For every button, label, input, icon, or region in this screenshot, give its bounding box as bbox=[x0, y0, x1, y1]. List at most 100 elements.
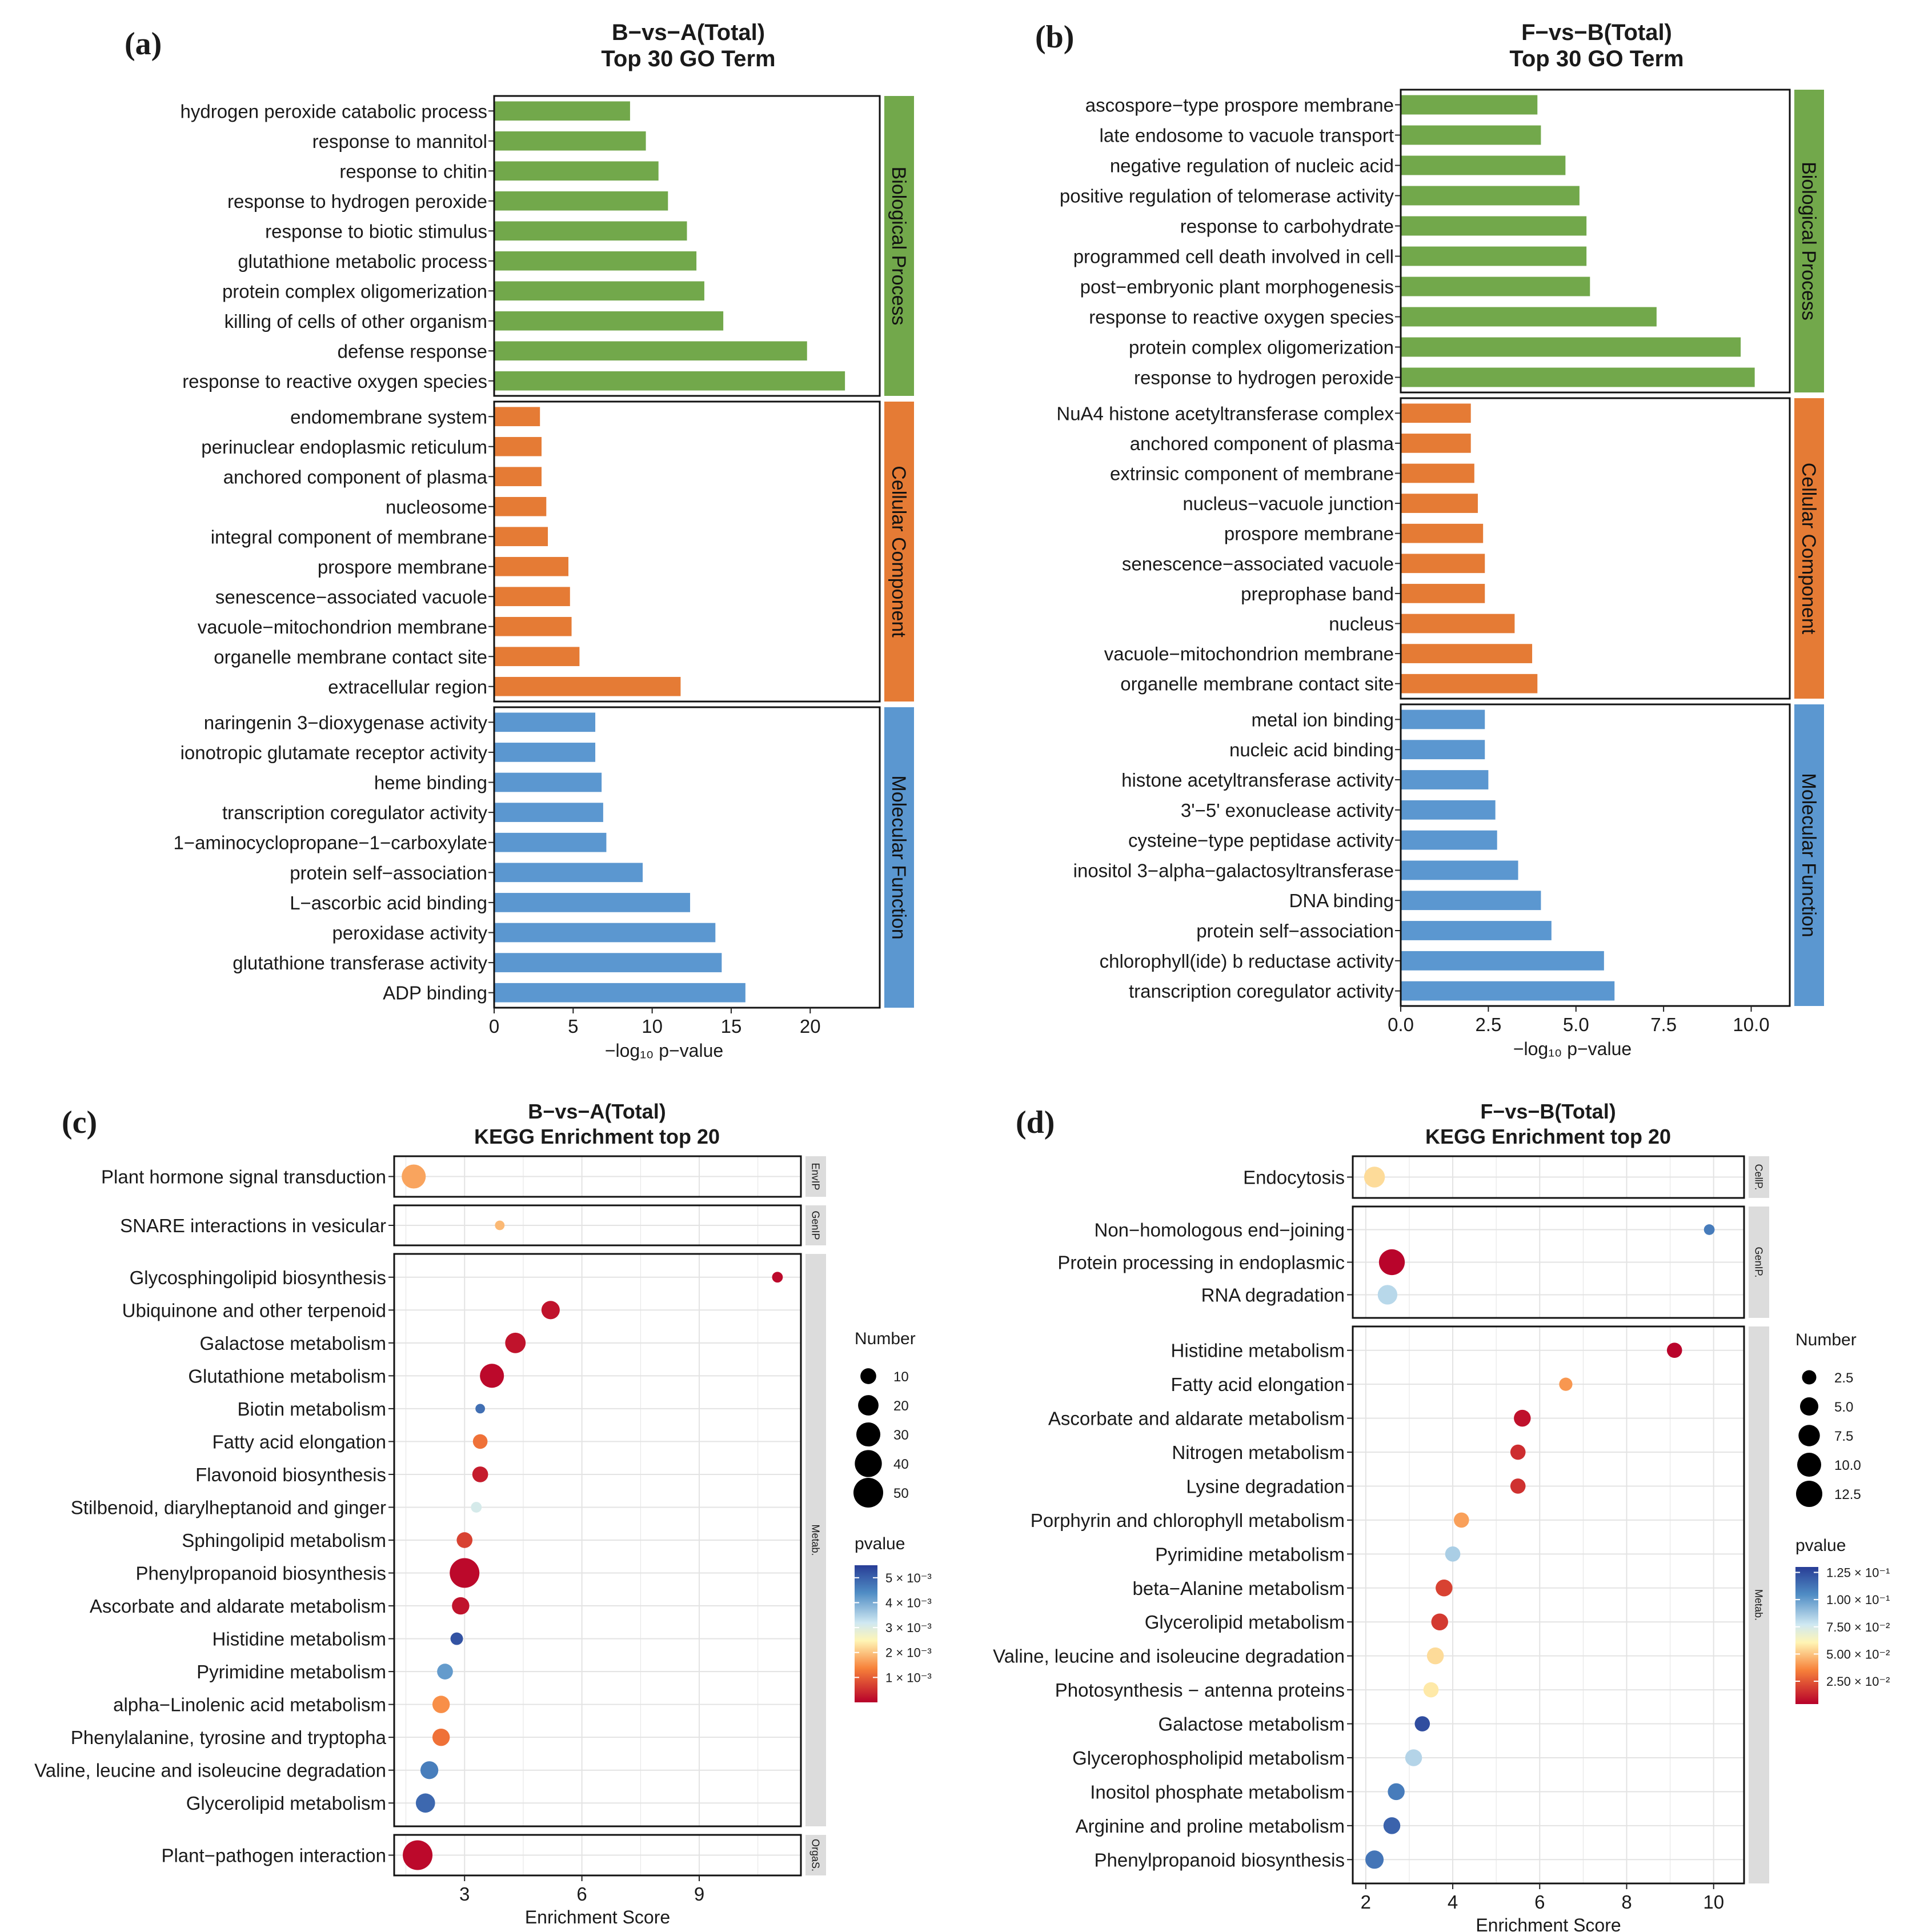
term-label: glutathione transferase activity bbox=[233, 952, 487, 973]
term-label: RNA degradation bbox=[1201, 1285, 1345, 1306]
term-label: Fatty acid elongation bbox=[1171, 1374, 1345, 1395]
panel-background bbox=[1353, 1326, 1744, 1883]
chart-subtitle: Top 30 GO Term bbox=[1509, 46, 1684, 71]
x-tick-label: 5 bbox=[568, 1016, 578, 1037]
group-molecular-function: metal ion binding nucleic acid binding his… bbox=[1073, 703, 1824, 1007]
term-label: nucleic acid binding bbox=[1229, 739, 1394, 760]
term-label: Valine, leucine and isoleucine degradati… bbox=[993, 1646, 1345, 1667]
point-glycerophospholipid-metabolism bbox=[1405, 1749, 1422, 1766]
x-axis-label: Enrichment Score bbox=[1476, 1915, 1621, 1932]
term-label: Ascorbate and aldarate metabolism bbox=[1048, 1408, 1345, 1429]
bar-response-to-reactive-oxygen-species bbox=[494, 371, 845, 391]
term-label: ADP binding bbox=[383, 983, 487, 1004]
term-label: Phenylalanine, tyrosine and tryptopha bbox=[71, 1727, 387, 1748]
term-label: 3'−5' exonuclease activity bbox=[1181, 800, 1394, 821]
point-glycerolipid-metabolism bbox=[415, 1793, 435, 1813]
term-label: response to reactive oxygen species bbox=[1089, 307, 1394, 328]
size-legend-key bbox=[860, 1368, 876, 1384]
term-label: protein complex oligomerization bbox=[1129, 337, 1394, 358]
term-label: Sphingolipid metabolism bbox=[182, 1530, 386, 1551]
size-legend-key bbox=[858, 1395, 879, 1416]
term-label: prospore membrane bbox=[318, 556, 487, 578]
size-legend-label: 5.0 bbox=[1834, 1400, 1853, 1415]
color-legend-label: 1.00 × 10⁻¹ bbox=[1826, 1593, 1890, 1607]
term-label: Glycerolipid metabolism bbox=[186, 1793, 386, 1814]
facet-strip bbox=[1794, 90, 1824, 392]
point-valine-leucine-and-isoleucine-degradation bbox=[1426, 1647, 1444, 1665]
facet-label: GenIP bbox=[810, 1210, 821, 1240]
facet-label: Cellular Component bbox=[888, 466, 909, 638]
bar-senescence-associated-vacuole bbox=[494, 587, 570, 607]
facet-strip bbox=[805, 1254, 826, 1826]
facet-strip bbox=[1794, 398, 1824, 699]
term-label: senescence−associated vacuole bbox=[1122, 553, 1394, 574]
bar-transcription-coregulator-activity bbox=[1401, 981, 1615, 1001]
panel-frame bbox=[1352, 1155, 1745, 1199]
group-biological-process: hydrogen peroxide catabolic process respo… bbox=[181, 95, 914, 397]
color-legend-label: 2.50 × 10⁻² bbox=[1826, 1674, 1890, 1689]
facet-label: Cellular Component bbox=[1798, 463, 1819, 635]
bar-post-embryonic-plant-morphogenesis bbox=[1401, 276, 1590, 296]
facet-strip bbox=[884, 707, 914, 1008]
term-label: Phenylpropanoid biosynthesis bbox=[1095, 1849, 1345, 1870]
term-label: transcription coregulator activity bbox=[222, 802, 488, 823]
color-legend-label: 1.25 × 10⁻¹ bbox=[1826, 1566, 1890, 1580]
facet-strip bbox=[1749, 1156, 1769, 1198]
x-tick-label: 2 bbox=[1361, 1891, 1371, 1913]
size-legend-title: Number bbox=[1795, 1330, 1857, 1349]
term-label: extracellular region bbox=[328, 676, 487, 698]
term-label: senescence−associated vacuole bbox=[215, 586, 487, 607]
bar-vacuole-mitochondrion-membrane bbox=[1401, 644, 1533, 663]
bar-integral-component-of-membrane bbox=[494, 527, 548, 547]
x-tick-label: 9 bbox=[694, 1883, 704, 1905]
term-label: Lysine degradation bbox=[1186, 1476, 1345, 1497]
facet-strip bbox=[884, 402, 914, 702]
term-label: integral component of membrane bbox=[211, 526, 487, 547]
bar-3-5-exonuclease-activity bbox=[1401, 800, 1496, 820]
point-inositol-phosphate-metabolism bbox=[1388, 1783, 1405, 1801]
bar-response-to-chitin bbox=[494, 161, 659, 181]
term-label: prospore membrane bbox=[1224, 523, 1394, 544]
term-label: vacuole−mitochondrion membrane bbox=[198, 616, 487, 638]
term-label: Histidine metabolism bbox=[1171, 1340, 1345, 1361]
term-label: negative regulation of nucleic acid bbox=[1110, 155, 1394, 177]
bar-vacuole-mitochondrion-membrane bbox=[494, 616, 572, 636]
size-legend-label: 50 bbox=[893, 1486, 909, 1501]
color-legend-label: 4 × 10⁻³ bbox=[885, 1596, 932, 1610]
bar-ionotropic-glutamate-receptor-activity bbox=[494, 743, 596, 762]
group-genip: Non−homologous end−joining Protein proces… bbox=[1057, 1205, 1769, 1319]
size-legend-label: 7.5 bbox=[1834, 1429, 1853, 1444]
term-label: late endosome to vacuole transport bbox=[1100, 125, 1394, 146]
point-endocytosis bbox=[1364, 1167, 1385, 1188]
point-arginine-and-proline-metabolism bbox=[1383, 1817, 1401, 1834]
x-tick-label: 6 bbox=[576, 1883, 587, 1905]
term-label: Glycerophospholipid metabolism bbox=[1072, 1747, 1345, 1769]
x-tick-label: 4 bbox=[1448, 1891, 1458, 1913]
term-label: heme binding bbox=[374, 772, 487, 793]
term-label: metal ion binding bbox=[1252, 709, 1394, 730]
point-biotin-metabolism bbox=[475, 1404, 486, 1414]
term-label: Plant−pathogen interaction bbox=[161, 1845, 386, 1866]
facet-label: Biological Process bbox=[888, 167, 909, 326]
bar-killing-of-cells-of-other-organism bbox=[494, 311, 724, 331]
facet-label: Molecular Function bbox=[1798, 773, 1819, 937]
size-legend-key bbox=[1796, 1481, 1822, 1507]
term-label: Fatty acid elongation bbox=[212, 1431, 386, 1452]
term-label: Flavonoid biosynthesis bbox=[195, 1464, 386, 1485]
size-legend-label: 40 bbox=[893, 1457, 909, 1472]
panel-frame bbox=[493, 706, 881, 1009]
term-label: Ascorbate and aldarate metabolism bbox=[90, 1596, 386, 1617]
chart-subtitle: KEGG Enrichment top 20 bbox=[1425, 1125, 1671, 1148]
term-label: Glycerolipid metabolism bbox=[1145, 1612, 1345, 1633]
term-label: alpha−Linolenic acid metabolism bbox=[113, 1694, 386, 1715]
term-label: Biotin metabolism bbox=[238, 1398, 386, 1420]
term-label: organelle membrane contact site bbox=[214, 646, 487, 667]
point-photosynthesis-antenna-proteins bbox=[1423, 1682, 1439, 1698]
facet-label: Metab. bbox=[1753, 1589, 1765, 1621]
term-label: Pyrimidine metabolism bbox=[1155, 1544, 1345, 1565]
group-metab: Glycosphingolipid biosynthesis Ubiquinone… bbox=[34, 1253, 826, 1827]
point-alpha-linolenic-acid-metabolism bbox=[432, 1695, 450, 1713]
term-label: response to chitin bbox=[339, 161, 487, 182]
term-label: nucleosome bbox=[386, 496, 487, 518]
